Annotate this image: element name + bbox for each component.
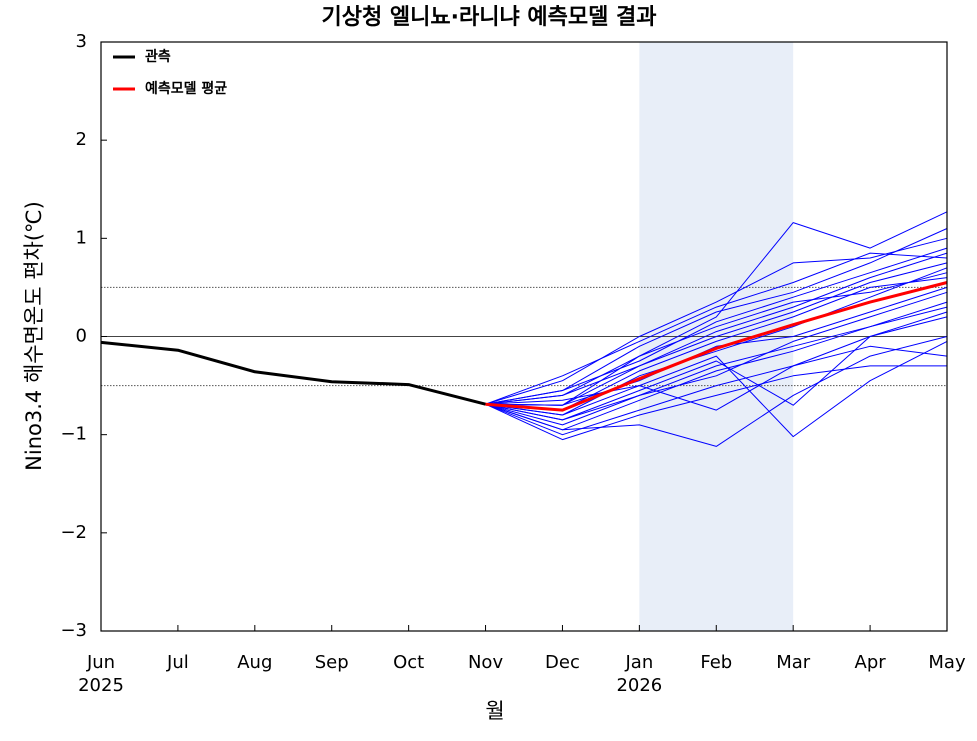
x-tick-label: Oct bbox=[393, 652, 424, 673]
x-tick-label: Feb bbox=[700, 652, 732, 673]
ensemble-line bbox=[485, 340, 948, 438]
series-line bbox=[485, 281, 948, 412]
x-tick-label: Jan bbox=[624, 652, 653, 673]
legend-label: 예측모델 평균 bbox=[145, 80, 227, 97]
series-line bbox=[100, 340, 486, 406]
x-year-label: 2026 bbox=[616, 675, 662, 696]
x-tick-label: Nov bbox=[468, 652, 503, 673]
ensemble-line bbox=[485, 237, 948, 405]
x-tick-label: Mar bbox=[776, 652, 811, 673]
x-tick-label: Sep bbox=[315, 652, 349, 673]
x-axis-label: 월 bbox=[485, 699, 504, 723]
ensemble-line bbox=[485, 365, 947, 441]
ensemble-line bbox=[485, 247, 948, 405]
x-tick-label: Jul bbox=[166, 652, 189, 673]
y-tick-label: 2 bbox=[76, 129, 87, 150]
y-tick-label: −1 bbox=[60, 424, 87, 445]
x-tick-label: Apr bbox=[855, 652, 887, 673]
ensemble-line bbox=[485, 252, 948, 405]
y-tick-label: −2 bbox=[60, 522, 87, 543]
ensemble-line bbox=[485, 311, 948, 416]
x-year-label: 2025 bbox=[78, 675, 124, 696]
y-tick-label: 3 bbox=[76, 31, 87, 52]
x-tick-label: Dec bbox=[545, 652, 580, 673]
x-tick-label: Aug bbox=[237, 652, 272, 673]
ensemble-line bbox=[485, 345, 948, 436]
legend-label: 관측 bbox=[145, 48, 171, 65]
ensemble-line bbox=[485, 272, 948, 406]
x-tick-label: Jun bbox=[86, 652, 115, 673]
ensemble-line bbox=[485, 262, 948, 405]
ensemble-line bbox=[485, 291, 948, 426]
ensemble-line bbox=[485, 301, 948, 431]
y-axis-label: Nino3.4 해수면온도 편차(℃) bbox=[22, 201, 46, 471]
y-tick-label: −3 bbox=[60, 620, 87, 641]
y-tick-label: 1 bbox=[76, 227, 87, 248]
y-tick-label: 0 bbox=[76, 326, 87, 347]
x-tick-label: May bbox=[928, 652, 966, 673]
plot-frame bbox=[100, 41, 948, 632]
chart-title: 기상청 엘니뇨·라니냐 예측모델 결과 bbox=[322, 5, 657, 30]
